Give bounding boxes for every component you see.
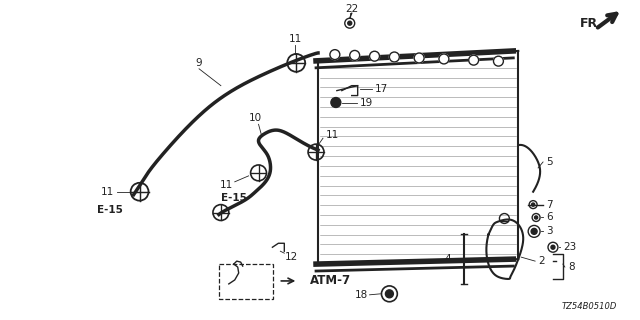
Text: 6: 6 bbox=[546, 212, 553, 222]
Text: 18: 18 bbox=[355, 290, 367, 300]
Text: 11: 11 bbox=[100, 187, 114, 197]
Text: 19: 19 bbox=[360, 99, 373, 108]
Circle shape bbox=[439, 54, 449, 64]
Text: 2: 2 bbox=[538, 256, 545, 266]
Text: 23: 23 bbox=[563, 242, 576, 252]
Text: 3: 3 bbox=[546, 226, 553, 236]
Circle shape bbox=[330, 50, 340, 60]
Circle shape bbox=[531, 228, 537, 234]
Text: 7: 7 bbox=[546, 200, 553, 210]
Circle shape bbox=[468, 55, 479, 65]
Text: 11: 11 bbox=[326, 130, 339, 140]
Circle shape bbox=[349, 51, 360, 60]
Text: 11: 11 bbox=[289, 34, 302, 44]
Circle shape bbox=[385, 290, 394, 298]
Text: 9: 9 bbox=[196, 58, 202, 68]
Text: 5: 5 bbox=[546, 157, 553, 167]
Text: E-15: E-15 bbox=[97, 204, 123, 215]
Text: 10: 10 bbox=[249, 113, 262, 124]
Bar bbox=[219, 264, 273, 299]
Circle shape bbox=[551, 245, 555, 249]
Text: 8: 8 bbox=[568, 262, 575, 272]
Text: FR.: FR. bbox=[580, 17, 603, 30]
Text: TZ54B0510D: TZ54B0510D bbox=[562, 302, 618, 311]
Text: 4: 4 bbox=[444, 254, 451, 264]
Circle shape bbox=[348, 21, 352, 25]
Circle shape bbox=[369, 51, 380, 61]
Text: 22: 22 bbox=[345, 4, 358, 14]
Circle shape bbox=[493, 56, 504, 66]
Circle shape bbox=[414, 53, 424, 63]
Circle shape bbox=[389, 52, 399, 62]
Text: 17: 17 bbox=[374, 84, 388, 94]
Text: 11: 11 bbox=[220, 180, 233, 190]
Circle shape bbox=[532, 203, 534, 206]
Text: 12: 12 bbox=[285, 252, 298, 262]
Text: ATM-7: ATM-7 bbox=[310, 275, 351, 287]
Circle shape bbox=[534, 216, 538, 219]
Text: E-15: E-15 bbox=[221, 193, 246, 203]
Circle shape bbox=[331, 98, 341, 108]
